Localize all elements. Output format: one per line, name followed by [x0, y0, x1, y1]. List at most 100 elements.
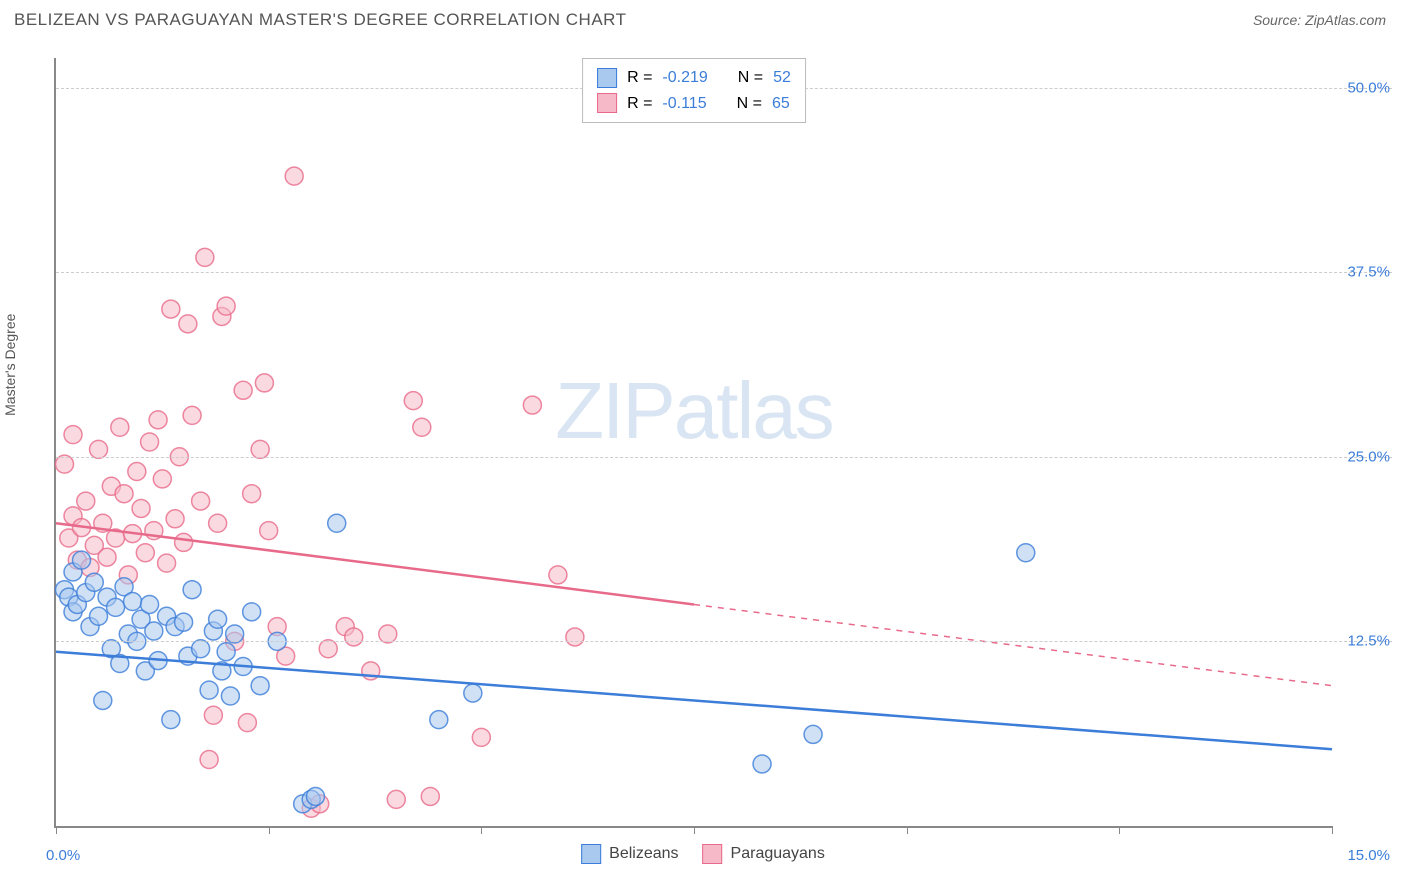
scatter-point: [319, 640, 337, 658]
scatter-point: [328, 514, 346, 532]
scatter-point: [260, 522, 278, 540]
trend-line-dashed: [694, 604, 1332, 685]
scatter-point: [56, 455, 74, 473]
chart-title: BELIZEAN VS PARAGUAYAN MASTER'S DEGREE C…: [14, 10, 627, 30]
scatter-point: [107, 598, 125, 616]
scatter-point: [85, 573, 103, 591]
scatter-point: [115, 485, 133, 503]
scatter-point: [285, 167, 303, 185]
legend-row: R = -0.115 N = 65: [597, 91, 791, 117]
legend-n-label: N =: [738, 65, 763, 91]
chart-source: Source: ZipAtlas.com: [1253, 12, 1386, 28]
scatter-point: [141, 595, 159, 613]
scatter-point: [175, 613, 193, 631]
legend-row: R = -0.219 N = 52: [597, 65, 791, 91]
scatter-point: [141, 433, 159, 451]
scatter-point: [234, 381, 252, 399]
scatter-point: [200, 751, 218, 769]
legend-r-value: -0.115: [662, 91, 706, 117]
y-tick-label: 12.5%: [1347, 633, 1390, 650]
legend-r-label: R =: [627, 91, 652, 117]
x-axis-max-label: 15.0%: [1347, 847, 1390, 864]
legend-swatch: [581, 844, 601, 864]
scatter-point: [64, 426, 82, 444]
x-tick: [694, 826, 695, 834]
scatter-point: [128, 463, 146, 481]
scatter-point: [1017, 544, 1035, 562]
scatter-point: [243, 485, 261, 503]
y-tick-label: 37.5%: [1347, 264, 1390, 281]
trend-line: [56, 523, 694, 604]
scatter-point: [804, 725, 822, 743]
trend-line: [56, 652, 1332, 749]
chart-container: Master's Degree ZIPatlas R =-0.219N =52R…: [14, 40, 1392, 878]
scatter-point: [73, 551, 91, 569]
scatter-point: [98, 548, 116, 566]
legend-n-value: 65: [772, 91, 790, 117]
chart-header: BELIZEAN VS PARAGUAYAN MASTER'S DEGREE C…: [0, 0, 1406, 36]
scatter-point: [404, 392, 422, 410]
scatter-point: [226, 625, 244, 643]
x-tick: [481, 826, 482, 834]
series-legend: Belizeans Paraguayans: [581, 844, 825, 864]
scatter-point: [251, 440, 269, 458]
scatter-point: [255, 374, 273, 392]
scatter-point: [217, 297, 235, 315]
scatter-point: [162, 711, 180, 729]
scatter-point: [196, 248, 214, 266]
scatter-point: [153, 470, 171, 488]
scatter-point: [345, 628, 363, 646]
scatter-point: [251, 677, 269, 695]
scatter-point: [90, 607, 108, 625]
scatter-point: [566, 628, 584, 646]
scatter-point: [200, 681, 218, 699]
legend-swatch: [597, 93, 617, 113]
scatter-point: [111, 418, 129, 436]
x-tick: [1119, 826, 1120, 834]
y-tick-label: 25.0%: [1347, 448, 1390, 465]
y-tick-label: 50.0%: [1347, 79, 1390, 96]
scatter-point: [94, 691, 112, 709]
legend-n-value: 52: [773, 65, 791, 91]
scatter-point: [753, 755, 771, 773]
x-tick: [56, 826, 57, 834]
scatter-point: [221, 687, 239, 705]
scatter-point: [464, 684, 482, 702]
scatter-point: [183, 581, 201, 599]
scatter-point: [192, 640, 210, 658]
scatter-point: [90, 440, 108, 458]
y-axis-label: Master's Degree: [2, 314, 18, 416]
scatter-point: [430, 711, 448, 729]
scatter-point: [217, 643, 235, 661]
legend-swatch: [597, 68, 617, 88]
scatter-point: [166, 510, 184, 528]
scatter-point: [192, 492, 210, 510]
scatter-point: [413, 418, 431, 436]
scatter-point: [162, 300, 180, 318]
scatter-point: [158, 554, 176, 572]
correlation-legend: R = -0.219 N = 52 R = -0.115 N = 65: [582, 58, 806, 123]
scatter-point: [145, 622, 163, 640]
scatter-point: [306, 787, 324, 805]
legend-item: Paraguayans: [703, 844, 825, 864]
scatter-point: [421, 787, 439, 805]
plot-area: ZIPatlas R =-0.219N =52R =-0.115N =65 12…: [54, 58, 1332, 828]
scatter-point: [523, 396, 541, 414]
x-tick: [269, 826, 270, 834]
scatter-point: [179, 315, 197, 333]
gridline: [56, 641, 1392, 642]
scatter-point: [387, 790, 405, 808]
legend-n-label: N =: [737, 91, 762, 117]
legend-r-label: R =: [627, 65, 652, 91]
gridline: [56, 457, 1392, 458]
scatter-point: [549, 566, 567, 584]
scatter-point: [132, 499, 150, 517]
legend-r-value: -0.219: [662, 65, 707, 91]
legend-item: Belizeans: [581, 844, 678, 864]
scatter-point: [175, 533, 193, 551]
scatter-point: [183, 406, 201, 424]
x-tick: [1332, 826, 1333, 834]
scatter-point: [204, 706, 222, 724]
scatter-point: [149, 411, 167, 429]
legend-label: Paraguayans: [731, 845, 825, 863]
